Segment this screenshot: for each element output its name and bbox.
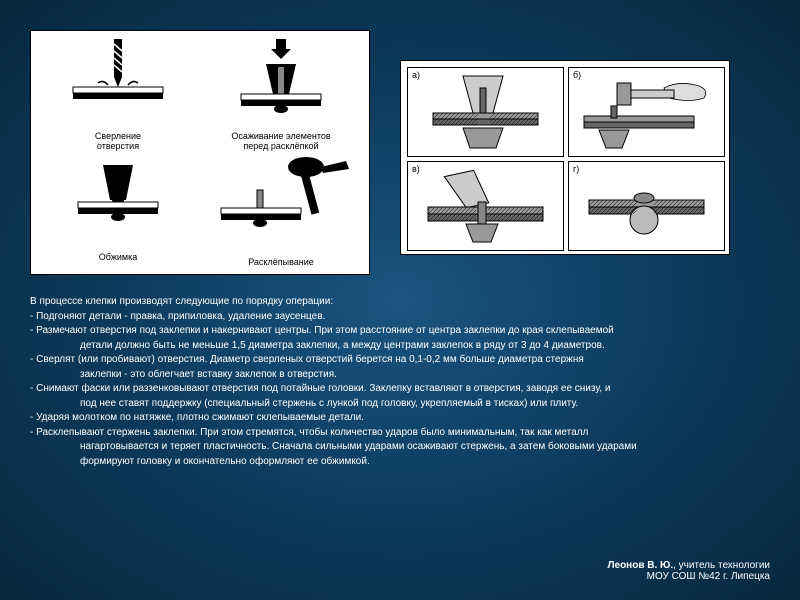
item-1: - Подгоняют детали - правка, припиловка,… (30, 310, 770, 324)
tag-g: г) (573, 164, 579, 174)
item-3b: заклепки - это облегчает вставку заклепо… (30, 368, 770, 382)
item-4b: под нее ставят поддержку (специальный ст… (30, 397, 770, 411)
item-6: - Расклепывают стержень заклепки. При эт… (30, 426, 770, 440)
item-6c: формируют головку и окончательно оформля… (30, 455, 770, 469)
fig-v-icon (408, 162, 563, 250)
cell-r-v: в) (407, 161, 564, 251)
tag-a: а) (412, 70, 420, 80)
cell-label-1: Сверлениеотверстия (95, 131, 141, 151)
fig-b-icon (569, 68, 724, 156)
item-2: - Размечают отверстия под заклепки и нак… (30, 324, 770, 338)
cell-label-2: Осаживание элементовперед расклёпкой (231, 131, 330, 151)
item-4: - Снимают фаски или раззенковывают отвер… (30, 382, 770, 396)
author-name: Леонов В. Ю. (607, 560, 673, 571)
cell-riveting: Расклёпывание (201, 155, 361, 267)
cell-drilling: Сверлениеотверстия (39, 39, 197, 151)
item-2b: детали должно быть не меньше 1,5 диаметр… (30, 339, 770, 353)
item-5: - Ударяя молотком по натяжке, плотно сжи… (30, 411, 770, 425)
cell-seating: Осаживание элементовперед расклёпкой (201, 39, 361, 151)
cell-r-a: а) (407, 67, 564, 157)
riveting-icon (201, 155, 361, 255)
intro-text: В процессе клепки производят следующие п… (30, 295, 770, 309)
text-block: В процессе клепки производят следующие п… (0, 285, 800, 474)
diagram-left: Сверлениеотверстия Осаживание элементовп… (30, 30, 370, 275)
tag-b: б) (573, 70, 581, 80)
author-role: , учитель технологии (673, 560, 770, 571)
tag-v: в) (412, 164, 420, 174)
fig-a-icon (408, 68, 563, 156)
item-6b: нагартовывается и теряет пластичность. С… (30, 440, 770, 454)
footer: Леонов В. Ю., учитель технологии МОУ СОШ… (607, 560, 770, 582)
cell-label-3: Обжимка (99, 252, 137, 262)
snap-icon (58, 160, 178, 250)
school: МОУ СОШ №42 г. Липецка (607, 571, 770, 582)
item-3: - Сверлят (или пробивают) отверстия. Диа… (30, 353, 770, 367)
diagrams-row: Сверлениеотверстия Осаживание элементовп… (0, 0, 800, 285)
cell-label-4: Расклёпывание (248, 257, 314, 267)
diagram-right: а) б) (400, 60, 730, 255)
fig-g-icon (569, 162, 724, 250)
drilling-icon (58, 39, 178, 129)
cell-r-b: б) (568, 67, 725, 157)
seating-icon (221, 39, 341, 129)
cell-r-g: г) (568, 161, 725, 251)
cell-snap: Обжимка (39, 155, 197, 267)
